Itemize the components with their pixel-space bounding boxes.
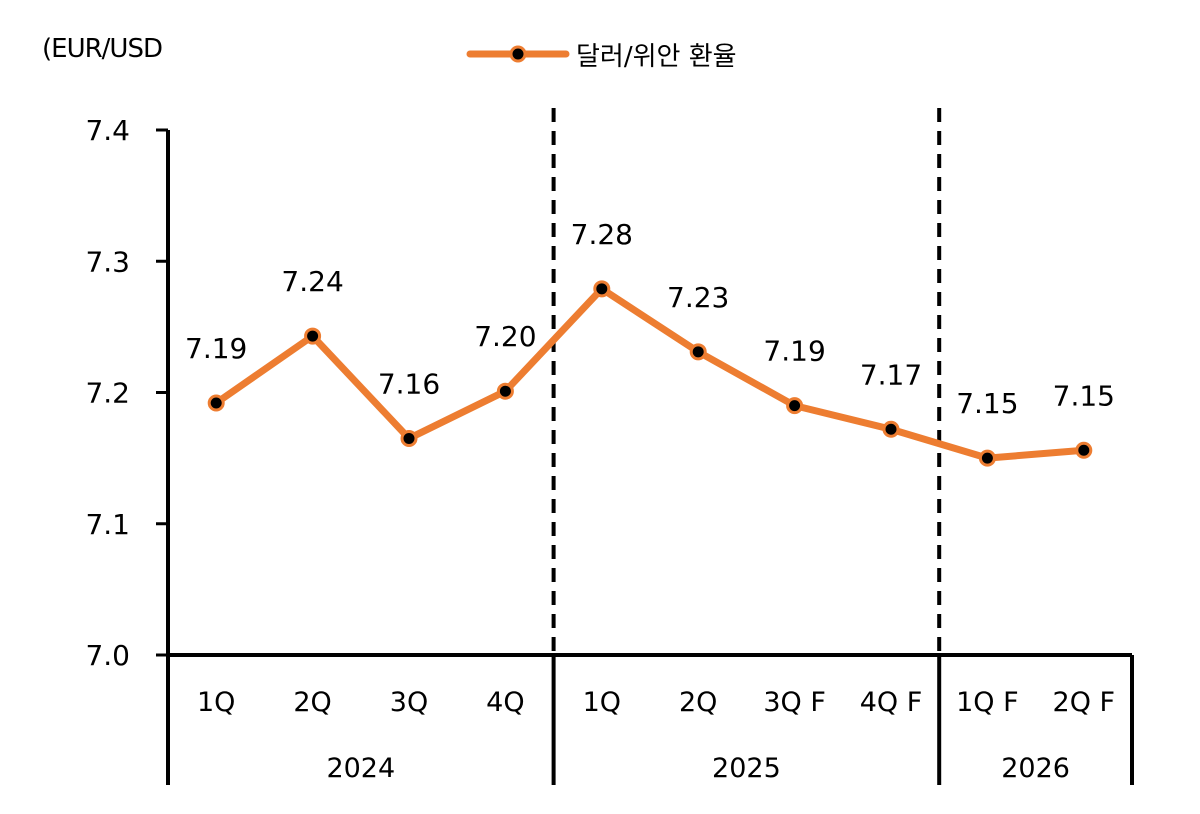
data-label: 7.19 [185, 332, 247, 365]
x-tick-label: 3Q F [763, 687, 826, 718]
data-point [400, 429, 418, 447]
series-line [212, 285, 1088, 462]
data-label: 7.19 [763, 335, 825, 368]
data-label: 7.16 [378, 367, 440, 400]
data-label: 7.28 [571, 218, 633, 251]
x-tick-label: 2Q [679, 687, 717, 718]
data-label: 7.23 [667, 281, 729, 314]
legend-line-icon [466, 45, 570, 63]
data-point [786, 397, 804, 415]
y-tick-label: 7.4 [85, 114, 130, 147]
data-point [978, 449, 996, 467]
data-point [593, 280, 611, 298]
x-tick-label: 4Q [486, 687, 524, 718]
x-tick-label: 3Q [390, 687, 428, 718]
data-label: 7.15 [1053, 379, 1115, 412]
unit-label: (EUR/USD [42, 34, 163, 64]
x-tick-label: 2Q F [1053, 687, 1116, 718]
y-tick-label: 7.2 [85, 377, 130, 410]
x-tick-label: 1Q [197, 687, 235, 718]
data-point [496, 382, 514, 400]
data-point [882, 420, 900, 438]
data-label: 7.15 [956, 387, 1018, 420]
x-tick-label: 1Q F [956, 687, 1019, 718]
y-tick-label: 7.1 [85, 508, 130, 541]
year-group-label: 2025 [712, 753, 781, 784]
data-point [304, 327, 322, 345]
data-label: 7.24 [281, 265, 343, 298]
data-point [207, 394, 225, 412]
x-tick-label: 4Q F [860, 687, 923, 718]
year-group-label: 2026 [1001, 753, 1070, 784]
year-group-label: 2024 [326, 753, 395, 784]
x-tick-label: 2Q [293, 687, 331, 718]
data-point [1075, 441, 1093, 459]
legend: 달러/위안 환율 [466, 34, 737, 74]
data-label: 7.17 [860, 358, 922, 391]
y-tick-label: 7.3 [85, 245, 130, 278]
legend-label: 달러/위안 환율 [576, 41, 737, 72]
data-point [689, 343, 707, 361]
data-label: 7.20 [474, 320, 536, 353]
y-tick-label: 7.0 [85, 639, 130, 672]
x-tick-label: 1Q [583, 687, 621, 718]
